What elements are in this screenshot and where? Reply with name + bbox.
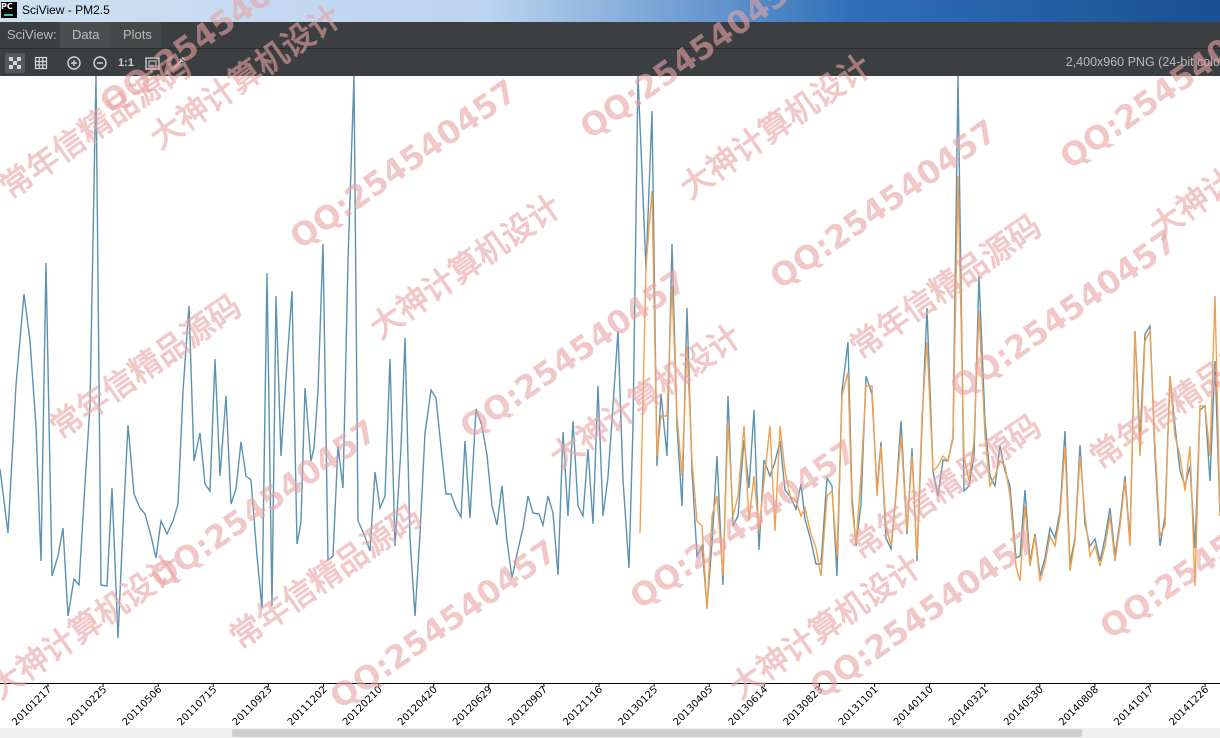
fit-screen-icon[interactable] — [142, 53, 162, 73]
table-icon[interactable] — [31, 53, 51, 73]
x-tick-label: 20110715 — [176, 684, 220, 728]
x-tick-label: 20111202 — [286, 684, 330, 728]
window-titlebar: PC SciView - PM2.5 — [0, 0, 1220, 22]
line-plot — [0, 76, 1220, 639]
sciview-menubar: SciView: Data Plots — [0, 22, 1220, 49]
actual-size-icon[interactable]: 1:1 — [118, 57, 134, 69]
x-tick-label: 20130405 — [672, 684, 716, 728]
x-tick-label: 20101217 — [10, 684, 54, 728]
image-info: 2,400x960 PNG (24-bit colo — [1065, 55, 1220, 69]
x-tick-label: 20120210 — [341, 684, 385, 728]
x-tick-label: 20120907 — [506, 684, 550, 728]
x-tick-label: 20110923 — [231, 684, 275, 728]
x-tick-label: 20120420 — [396, 684, 440, 728]
x-axis-line — [0, 683, 1220, 684]
predicted-series-line — [639, 175, 1220, 610]
x-tick-label: 20121116 — [561, 684, 605, 728]
x-tick-label: 20140110 — [892, 684, 936, 728]
scrollbar-thumb[interactable] — [232, 729, 1082, 737]
color-picker-icon[interactable] — [169, 53, 189, 73]
x-tick-label: 20131101 — [837, 684, 881, 728]
x-tick-label: 20110225 — [65, 684, 109, 728]
x-tick-label: 20141226 — [1167, 684, 1211, 728]
grid-toggle-icon[interactable] — [5, 53, 25, 73]
x-tick-label: 20130614 — [727, 684, 771, 728]
sciview-label: SciView: — [7, 27, 57, 42]
tab-data[interactable]: Data — [60, 22, 111, 48]
x-tick-label: 20110506 — [121, 684, 165, 728]
x-tick-label: 20140321 — [947, 684, 991, 728]
x-tick-label: 20140530 — [1002, 684, 1046, 728]
zoom-in-icon[interactable] — [64, 53, 84, 73]
x-tick-label: 20141017 — [1112, 684, 1156, 728]
x-axis-ticks: 20101217 20110225 20110506 20110715 20110923… — [10, 684, 1211, 728]
tab-data-label: Data — [72, 27, 100, 42]
tab-plots-label: Plots — [123, 27, 152, 42]
x-tick-label: 20130823 — [782, 684, 826, 728]
x-tick-label: 20130125 — [616, 684, 660, 728]
sciview-toolbar: 1:1 2,400x960 PNG (24-bit colo — [0, 49, 1220, 76]
x-tick-label: 20120629 — [451, 684, 495, 728]
actual-series-line — [0, 76, 1220, 639]
zoom-out-icon[interactable] — [90, 53, 110, 73]
tab-plots[interactable]: Plots — [111, 22, 161, 48]
horizontal-scrollbar[interactable] — [0, 728, 1220, 738]
pycharm-icon: PC — [1, 2, 17, 18]
window-title: SciView - PM2.5 — [22, 3, 110, 17]
x-tick-label: 20140808 — [1057, 684, 1101, 728]
